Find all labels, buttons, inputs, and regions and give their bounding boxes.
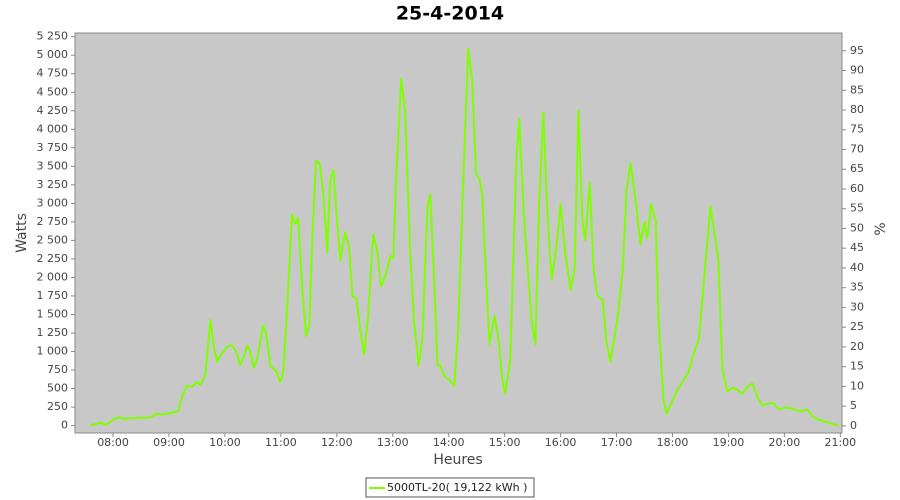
y2-tick-label: 75	[850, 123, 864, 136]
y2-tick-label: 45	[850, 241, 864, 254]
y2-tick-label: 60	[850, 182, 864, 195]
y-tick-label: 3 750	[37, 141, 69, 154]
y2-tick-label: 50	[850, 221, 864, 234]
y-tick-label: 3 250	[37, 178, 69, 191]
legend: 5000TL-20( 19,122 kWh )	[365, 477, 535, 498]
y-tick-label: 4 750	[37, 67, 69, 80]
x-tick-label: 19:00	[713, 436, 745, 449]
y-tick-label: 0	[61, 419, 68, 432]
chart-title: 25-4-2014	[396, 3, 504, 25]
x-tick-label: 08:00	[97, 436, 129, 449]
legend-label: 5000TL-20( 19,122 kWh )	[387, 481, 527, 494]
y2-tick-label: 95	[850, 44, 864, 57]
x-tick-label: 12:00	[321, 436, 353, 449]
x-tick-label: 20:00	[769, 436, 801, 449]
x-tick-label: 14:00	[433, 436, 465, 449]
y-tick-label: 4 000	[37, 122, 69, 135]
y-tick-label: 4 250	[37, 104, 69, 117]
y-tick-label: 750	[47, 363, 68, 376]
x-tick-label: 17:00	[601, 436, 633, 449]
x-tick-label: 09:00	[153, 436, 185, 449]
y2-axis-label: %	[873, 222, 889, 235]
y2-tick-label: 30	[850, 300, 864, 313]
y-tick-label: 250	[47, 400, 68, 413]
y2-tick-label: 20	[850, 340, 864, 353]
x-tick-label: 13:00	[377, 436, 409, 449]
y2-tick-label: 0	[850, 419, 857, 432]
series-line	[89, 47, 839, 427]
y2-tick-label: 25	[850, 320, 864, 333]
y-tick-label: 2 250	[37, 252, 69, 265]
y-tick-label: 2 500	[37, 233, 69, 246]
y2-tick-label: 10	[850, 379, 864, 392]
y2-tick-label: 5	[850, 399, 857, 412]
y-tick-label: 4 500	[37, 85, 69, 98]
y-tick-label: 500	[47, 382, 68, 395]
x-tick-label: 18:00	[657, 436, 689, 449]
y-tick-label: 1 500	[37, 307, 69, 320]
x-tick-label: 21:00	[824, 436, 856, 449]
y2-tick-label: 40	[850, 261, 864, 274]
y-tick-label: 1 750	[37, 289, 69, 302]
y-tick-label: 2 750	[37, 215, 69, 228]
y-tick-label: 3 500	[37, 159, 69, 172]
y-tick-label: 3 000	[37, 196, 69, 209]
x-tick-label: 11:00	[265, 436, 297, 449]
y-tick-label: 5 250	[37, 30, 69, 43]
y2-tick-label: 85	[850, 83, 864, 96]
y2-tick-label: 35	[850, 281, 864, 294]
y2-tick-label: 15	[850, 360, 864, 373]
x-tick-label: 16:00	[545, 436, 577, 449]
y2-tick-label: 65	[850, 162, 864, 175]
y2-tick-label: 90	[850, 64, 864, 77]
y2-tick-label: 70	[850, 142, 864, 155]
legend-box	[365, 477, 535, 498]
y-tick-label: 2 000	[37, 270, 69, 283]
y2-tick-label: 55	[850, 202, 864, 215]
x-tick-label: 10:00	[209, 436, 241, 449]
x-tick-label: 15:00	[489, 436, 521, 449]
x-axis-label: Heures	[433, 452, 482, 468]
y2-tick-label: 80	[850, 103, 864, 116]
y-tick-label: 1 000	[37, 345, 69, 358]
y-tick-label: 1 250	[37, 326, 69, 339]
plot-area	[74, 32, 843, 434]
y-axis-label: Watts	[14, 213, 30, 253]
y-tick-label: 5 000	[37, 48, 69, 61]
